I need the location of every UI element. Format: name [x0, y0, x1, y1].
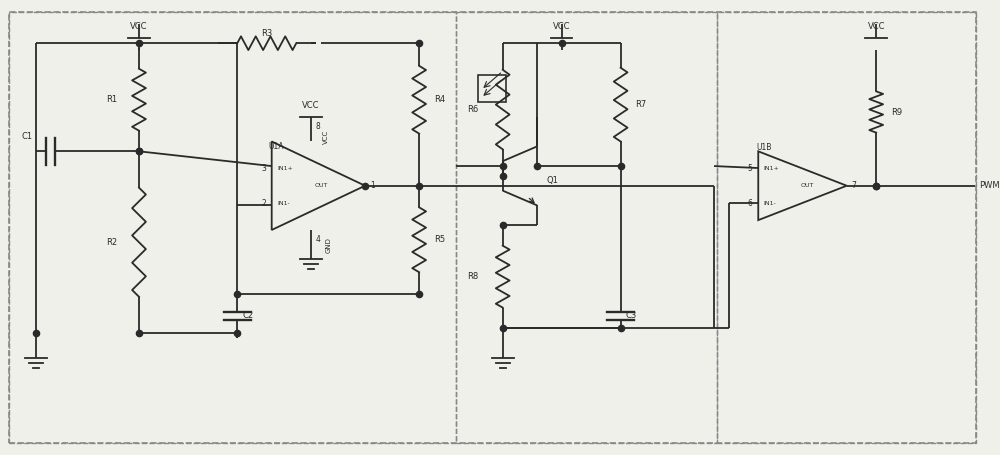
Text: IN1+: IN1+ — [763, 166, 779, 171]
Text: IN1-: IN1- — [763, 201, 776, 206]
Text: VCC: VCC — [553, 22, 570, 31]
Text: R5: R5 — [434, 235, 445, 244]
Bar — [456, 12, 717, 443]
Text: VCC: VCC — [130, 22, 148, 31]
Text: VCC: VCC — [867, 22, 885, 31]
Text: R7: R7 — [635, 100, 647, 109]
Text: R9: R9 — [891, 107, 902, 116]
Text: R4: R4 — [434, 95, 445, 104]
Text: 8: 8 — [316, 122, 321, 131]
Bar — [9, 12, 456, 443]
Text: IN1-: IN1- — [278, 201, 290, 206]
Text: R6: R6 — [467, 105, 478, 114]
Text: R2: R2 — [106, 238, 117, 247]
Text: R8: R8 — [467, 272, 478, 281]
Text: VCC: VCC — [323, 130, 329, 144]
Text: PWM: PWM — [979, 181, 1000, 190]
Text: U1A: U1A — [269, 142, 284, 151]
Text: 1: 1 — [370, 181, 375, 190]
Text: 2: 2 — [261, 199, 266, 208]
Text: C1: C1 — [22, 132, 33, 141]
Bar — [717, 12, 976, 443]
Text: VCC: VCC — [302, 101, 320, 110]
Text: OUT: OUT — [314, 183, 328, 188]
Text: 3: 3 — [261, 163, 266, 172]
Text: Q1: Q1 — [547, 176, 559, 185]
Polygon shape — [758, 152, 847, 220]
Text: C2: C2 — [242, 312, 253, 320]
Text: OUT: OUT — [801, 183, 814, 188]
Text: 4: 4 — [316, 235, 321, 244]
Text: U1B: U1B — [756, 143, 772, 152]
Text: 6: 6 — [747, 199, 752, 208]
Bar — [478, 75, 506, 101]
Text: GND: GND — [326, 237, 332, 253]
Text: IN1+: IN1+ — [278, 166, 293, 171]
Text: C3: C3 — [626, 312, 637, 320]
Text: 7: 7 — [852, 181, 857, 190]
Text: R3: R3 — [261, 29, 272, 38]
Text: R1: R1 — [106, 95, 117, 104]
Text: 5: 5 — [747, 163, 752, 172]
Polygon shape — [272, 142, 365, 230]
